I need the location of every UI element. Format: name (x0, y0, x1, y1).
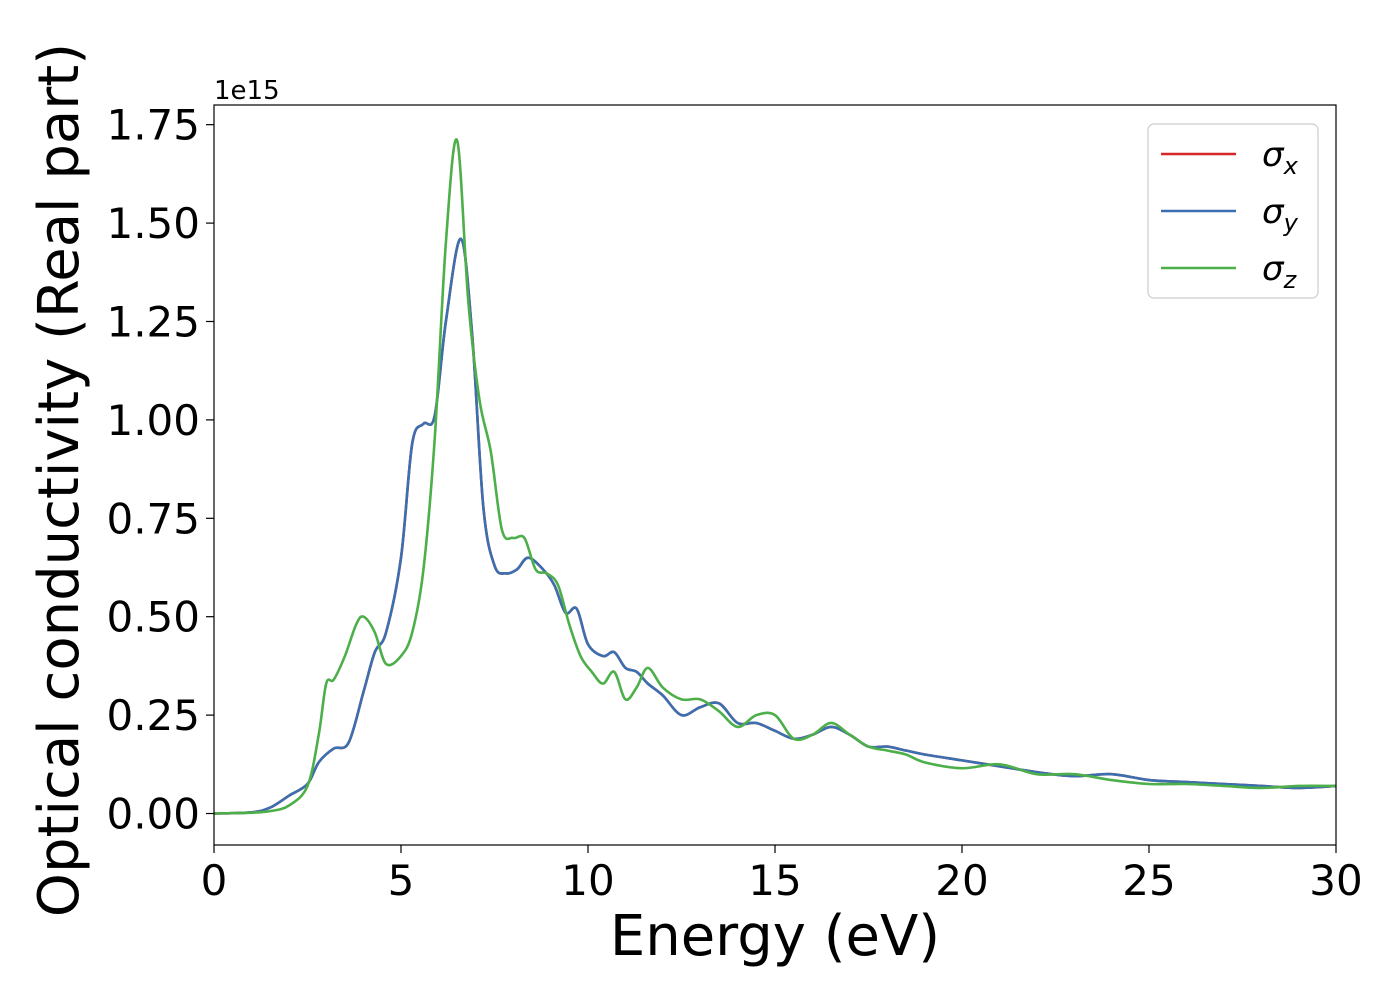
series-line-x (214, 237, 1336, 815)
y-tick-label: 0.75 (106, 494, 200, 543)
y-offset-label: 1e15 (214, 76, 280, 106)
legend-subscript: z (1283, 266, 1298, 294)
x-tick-label: 10 (561, 856, 614, 905)
y-tick-label: 1.25 (106, 297, 200, 346)
y-tick-label: 0.00 (106, 790, 200, 839)
y-tick-label: 1.75 (106, 101, 200, 150)
legend-symbol: σ (1262, 192, 1285, 232)
legend-subscript: y (1283, 209, 1299, 237)
legend-symbol: σ (1262, 135, 1285, 175)
x-tick-label: 5 (388, 856, 415, 905)
x-tick-label: 30 (1309, 856, 1362, 905)
x-tick-label: 25 (1122, 856, 1175, 905)
legend-label-y: σy (1262, 192, 1299, 237)
y-axis-label: Optical conductivity (Real part) (27, 43, 92, 917)
y-tick-label: 1.00 (106, 396, 200, 445)
y-tick-label: 0.25 (106, 691, 200, 740)
legend-subscript: x (1283, 152, 1299, 180)
ticks: 0 5 10 15 20 25 30 0.00 0.25 0.50 0.75 1.00 1.25 1.50… (106, 101, 1362, 905)
x-tick-label: 15 (748, 856, 801, 905)
x-tick-label: 20 (935, 856, 988, 905)
y-tick-label: 0.50 (106, 593, 200, 642)
legend-label-z: σz (1262, 249, 1298, 294)
x-axis-label: Energy (eV) (610, 904, 940, 969)
legend-label-x: σx (1262, 135, 1299, 180)
series-lines (214, 138, 1336, 815)
series-line-y (214, 237, 1336, 815)
series-line-z (214, 138, 1336, 815)
x-tick-label: 0 (201, 856, 228, 905)
y-tick-label: 1.50 (106, 199, 200, 248)
legend-symbol: σ (1262, 249, 1285, 289)
